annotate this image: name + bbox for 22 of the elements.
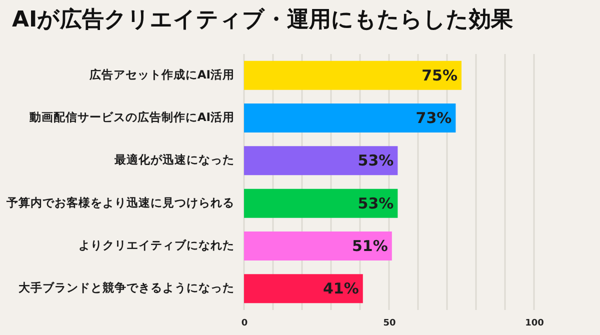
data-label: 75% (422, 66, 458, 84)
bar (244, 60, 462, 90)
bar (244, 103, 456, 133)
x-tick-label: 100 (525, 318, 544, 328)
x-tick-label: 50 (383, 318, 396, 328)
bar (244, 146, 398, 176)
x-tick-label: 0 (241, 318, 248, 328)
y-tick-label: 広告アセット作成にAI活用 (88, 67, 234, 82)
chart-title: AIが広告クリエイティブ・運用にもたらした効果 (12, 6, 514, 32)
bar (244, 188, 398, 218)
y-tick-label: よりクリエイティブになれた (78, 238, 234, 252)
y-tick-label: 大手ブランドと競争できるようになった (18, 280, 234, 295)
data-label: 53% (358, 194, 394, 212)
data-label: 73% (416, 109, 452, 127)
data-label: 51% (352, 237, 388, 255)
y-tick-label: 動画配信サービスの広告制作にAI活用 (28, 110, 234, 124)
data-label: 41% (322, 280, 359, 298)
bar (244, 231, 392, 261)
y-tick-label: 予算内でお客様をより迅速に見つけられる (6, 195, 234, 210)
data-label: 53% (358, 152, 394, 170)
bar (244, 274, 363, 304)
y-tick-label: 最適化が迅速になった (114, 152, 234, 167)
